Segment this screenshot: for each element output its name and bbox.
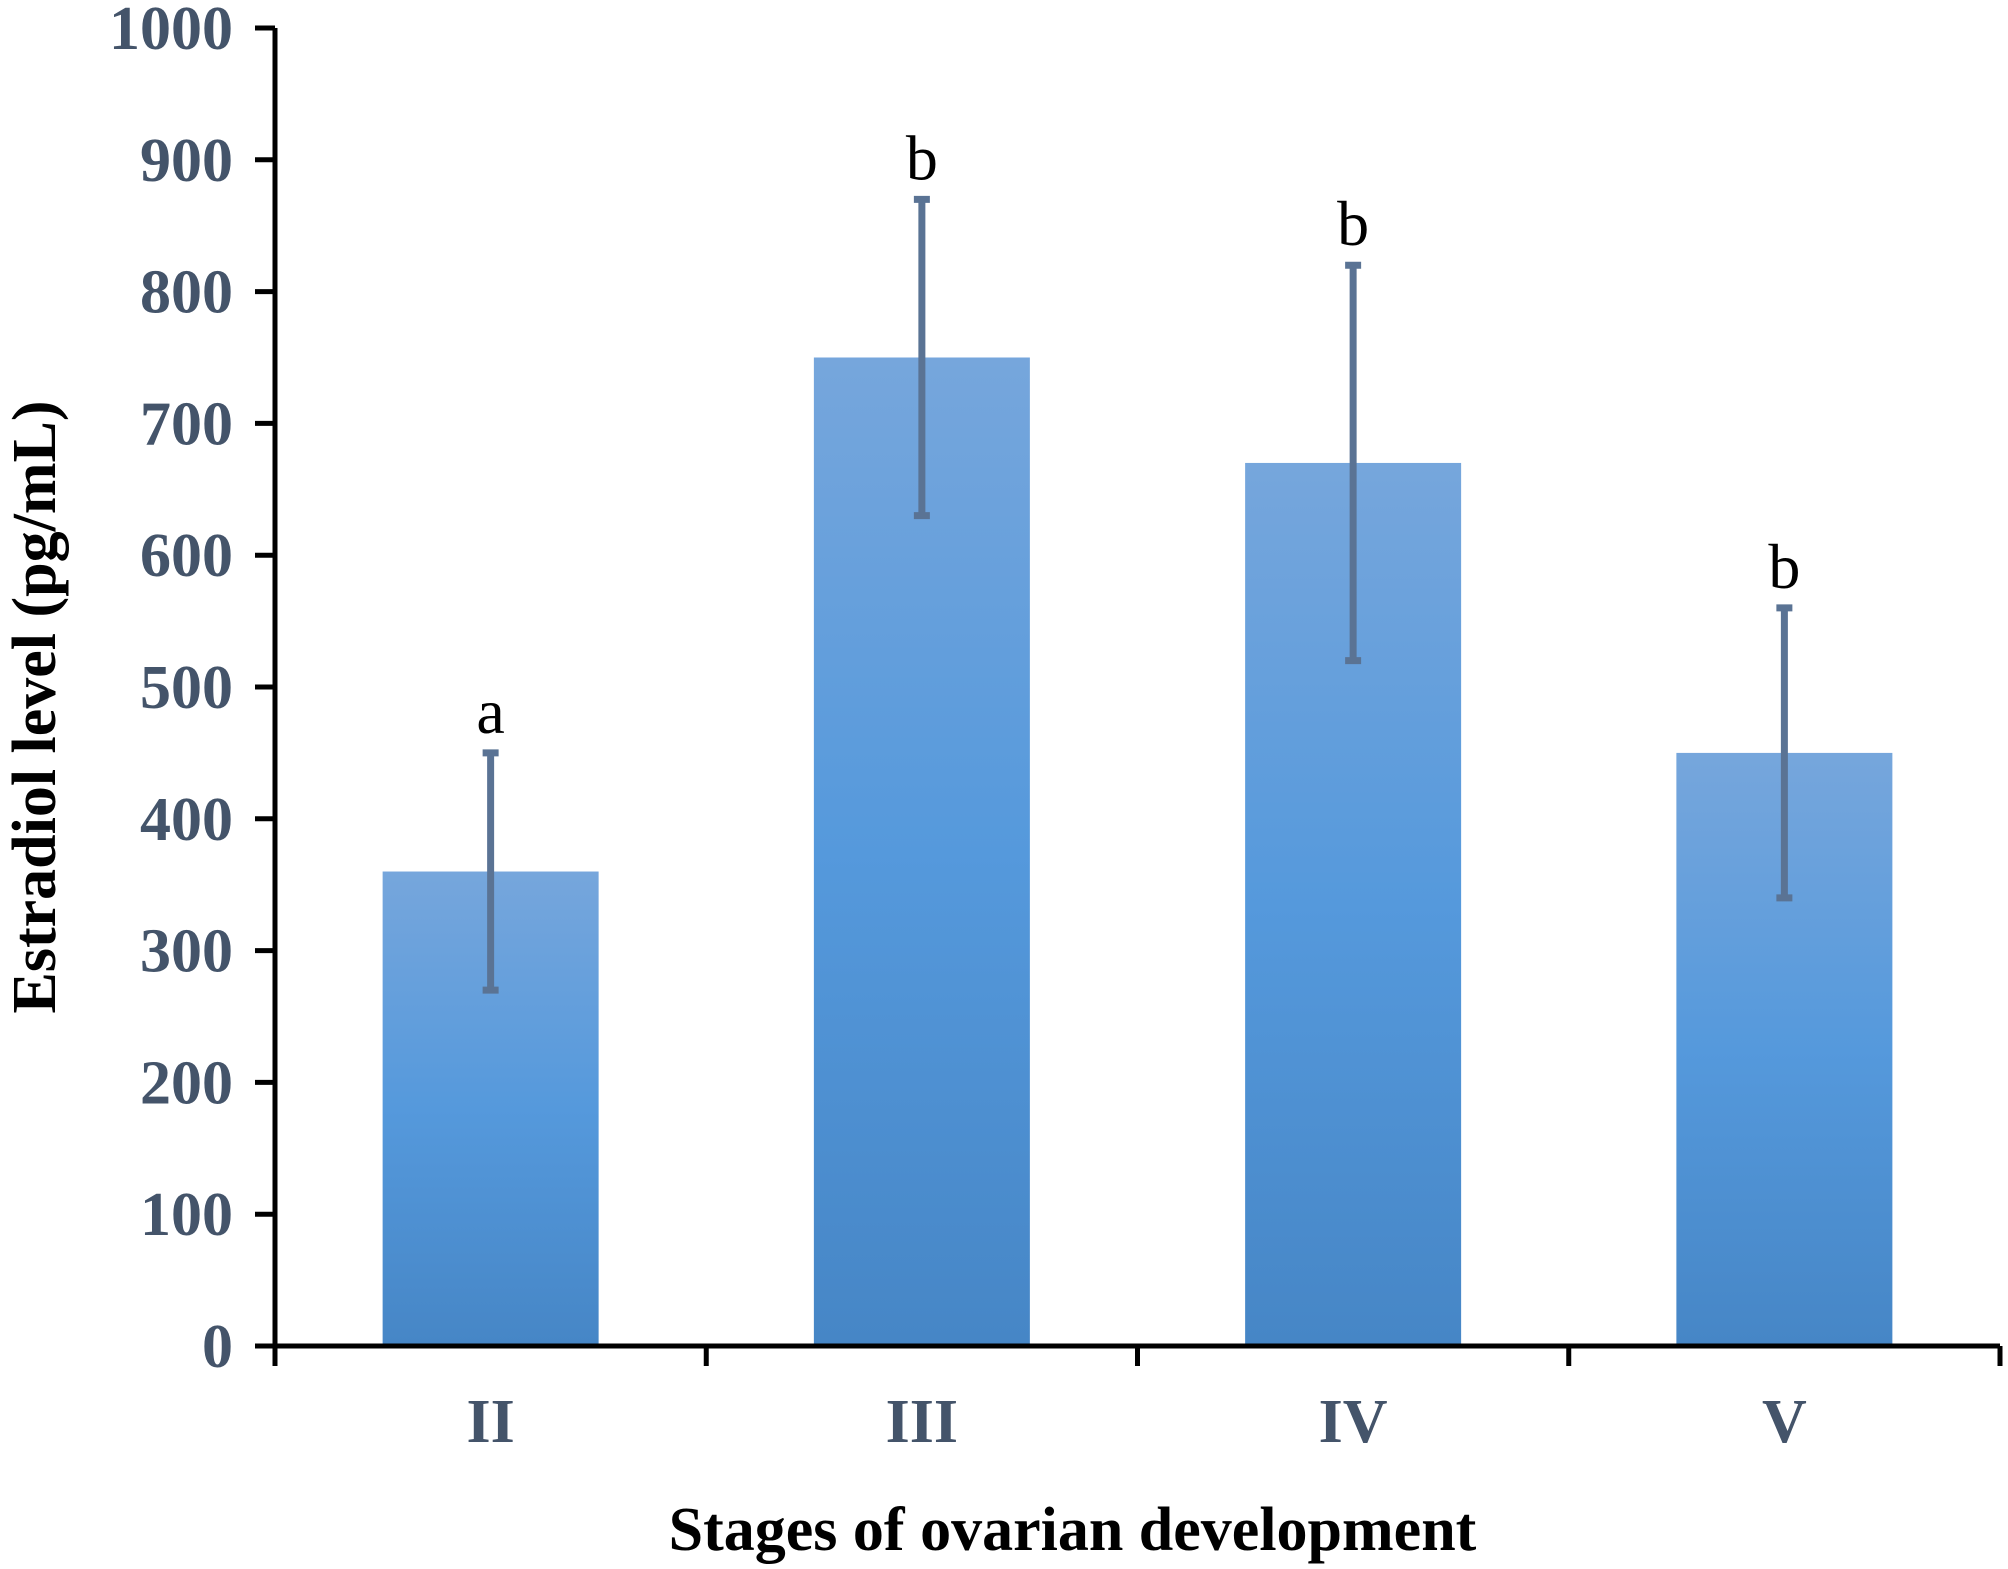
error-bar-V	[1776, 604, 1793, 902]
y-tick-label-800: 800	[140, 259, 233, 327]
y-tick-label-700: 700	[140, 390, 233, 458]
bar-III	[813, 357, 1030, 1346]
y-tick-label-1000: 1000	[109, 0, 233, 63]
error-bar-III	[913, 195, 930, 520]
error-bar-IV	[1345, 261, 1362, 665]
x-tick-label-V: V	[1762, 1388, 1807, 1456]
y-tick-label-500: 500	[140, 654, 233, 722]
y-tick-label-0: 0	[202, 1313, 233, 1381]
axes-layer	[255, 28, 2000, 1366]
y-tick-label-300: 300	[140, 918, 233, 986]
y-ticks-layer: 0 100 200 300 400 500 600 700 800 900 1000	[109, 0, 275, 1381]
error-bars-layer	[482, 195, 1793, 994]
y-tick-label-200: 200	[140, 1049, 233, 1117]
significance-label-II: a	[476, 676, 504, 747]
y-axis-title: Estradiol level (pg/mL)	[1, 400, 69, 1013]
x-tick-label-II: II	[466, 1388, 514, 1456]
x-tick-label-IV: IV	[1319, 1388, 1388, 1456]
bars-layer	[382, 357, 1893, 1346]
y-tick-label-900: 900	[140, 127, 233, 195]
significance-labels-layer: a b b b	[476, 122, 1800, 747]
significance-label-IV: b	[1337, 188, 1369, 259]
x-ticks-layer: II III IV V	[272, 1346, 2003, 1456]
error-bar-II	[482, 749, 499, 994]
significance-label-III: b	[906, 122, 938, 193]
significance-label-V: b	[1768, 531, 1800, 602]
y-tick-label-400: 400	[140, 786, 233, 854]
x-tick-label-III: III	[886, 1388, 958, 1456]
x-axis-title: Stages of ovarian development	[669, 1496, 1477, 1564]
y-tick-label-100: 100	[140, 1181, 233, 1249]
y-tick-label-600: 600	[140, 522, 233, 590]
